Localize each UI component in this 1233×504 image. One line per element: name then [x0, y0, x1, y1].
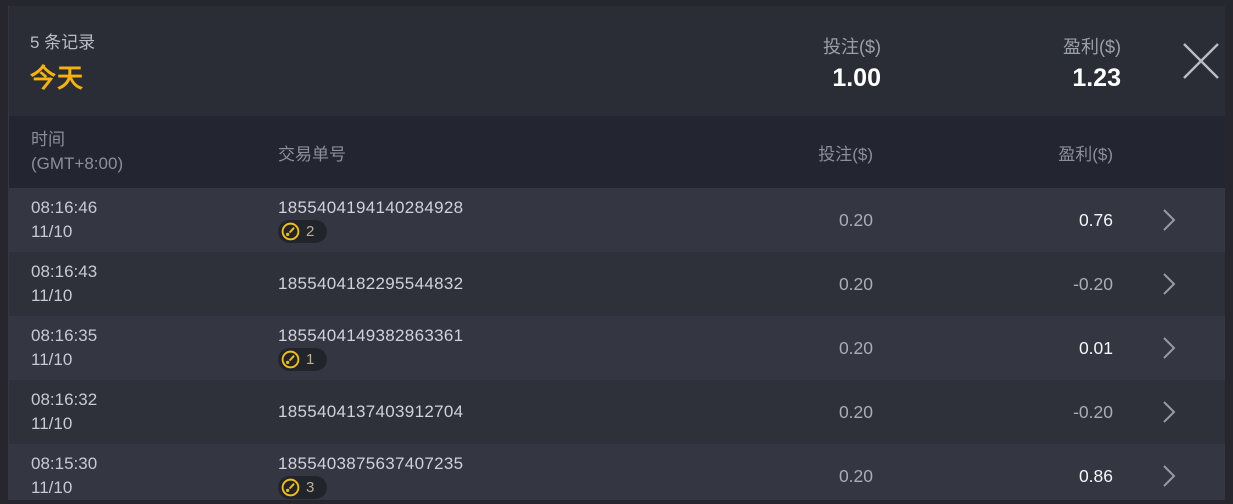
table-row[interactable]: 08:16:35 11/10 1855404149382863361 1 0.20 0.0…	[9, 316, 1225, 380]
order-id: 1855404194140284928	[278, 197, 464, 217]
order-cell: 1855404182295544832	[278, 274, 603, 294]
date-value: 11/10	[31, 414, 73, 433]
coin-icon	[281, 478, 300, 496]
time-cell: 08:15:30 11/10	[31, 452, 278, 500]
col-header-order: 交易单号	[278, 144, 346, 164]
order-cell: 1855404137403912704	[278, 402, 603, 422]
bet-total-label: 投注($)	[823, 37, 881, 57]
records-panel: 5 条记录 今天 投注($) 1.00 盈利($) 1.23 时间 (GMT+8…	[8, 6, 1225, 500]
time-cell: 08:16:35 11/10	[31, 324, 278, 372]
summary-left: 5 条记录 今天	[30, 28, 95, 95]
profit-amount: 0.76	[1078, 209, 1113, 230]
period-title: 今天	[30, 63, 85, 93]
bet-total-value: 1.00	[832, 64, 881, 92]
col-header-timezone: (GMT+8:00)	[31, 154, 124, 173]
profit-amount: 0.01	[1078, 337, 1113, 358]
date-value: 11/10	[31, 478, 73, 497]
summary-bet: 投注($) 1.00	[823, 33, 881, 93]
time-value: 08:16:43	[31, 262, 98, 281]
bet-amount: 0.20	[838, 401, 873, 422]
time-value: 08:15:30	[31, 454, 98, 473]
close-icon	[1183, 43, 1219, 79]
profit-amount: 0.86	[1078, 465, 1113, 486]
row-detail-button[interactable]	[1113, 270, 1225, 298]
col-header-bet: 投注($)	[818, 144, 873, 164]
table-body: 08:16:46 11/10 1855404194140284928 2 0.20 0.7…	[9, 188, 1225, 500]
order-cell: 1855404149382863361 1	[278, 326, 603, 371]
summary-profit: 盈利($) 1.23	[1063, 33, 1121, 93]
summary-header: 5 条记录 今天 投注($) 1.00 盈利($) 1.23	[9, 6, 1225, 116]
order-id: 1855404137403912704	[278, 402, 464, 421]
chevron-right-icon	[1163, 337, 1176, 359]
time-value: 08:16:32	[31, 390, 98, 409]
row-detail-button[interactable]	[1113, 398, 1225, 426]
profit-amount: -0.20	[1073, 273, 1113, 294]
round-count: 3	[306, 478, 315, 496]
col-header-time-label: 时间	[31, 130, 65, 149]
round-badge: 3	[278, 475, 328, 499]
profit-total-value: 1.23	[1072, 64, 1121, 92]
table-header: 时间 (GMT+8:00) 交易单号 投注($) 盈利($)	[9, 116, 1225, 188]
chevron-right-icon	[1163, 401, 1176, 423]
time-cell: 08:16:43 11/10	[31, 260, 278, 308]
order-cell: 1855403875637407235 3	[278, 454, 603, 499]
coin-icon	[281, 222, 300, 240]
bet-amount: 0.20	[838, 465, 873, 486]
round-badge: 2	[278, 219, 328, 243]
order-id: 1855404182295544832	[278, 274, 464, 293]
col-header-time: 时间 (GMT+8:00)	[31, 128, 278, 176]
col-header-profit: 盈利($)	[1058, 144, 1113, 164]
round-count: 1	[306, 350, 315, 368]
order-cell: 1855404194140284928 2	[278, 198, 603, 243]
table-row[interactable]: 08:16:43 11/10 1855404182295544832 0.20 -0.2…	[9, 252, 1225, 316]
order-id: 1855403875637407235	[278, 453, 464, 473]
row-detail-button[interactable]	[1113, 462, 1225, 490]
time-value: 08:16:35	[31, 326, 98, 345]
close-button[interactable]	[1177, 37, 1225, 85]
bet-amount: 0.20	[838, 209, 873, 230]
round-badge: 1	[278, 347, 328, 371]
row-detail-button[interactable]	[1113, 206, 1225, 234]
bet-amount: 0.20	[838, 273, 873, 294]
chevron-right-icon	[1163, 209, 1176, 231]
date-value: 11/10	[31, 350, 73, 369]
time-cell: 08:16:46 11/10	[31, 196, 278, 244]
bet-amount: 0.20	[838, 337, 873, 358]
order-id: 1855404149382863361	[278, 325, 464, 345]
chevron-right-icon	[1163, 273, 1176, 295]
chevron-right-icon	[1163, 465, 1176, 487]
date-value: 11/10	[31, 222, 73, 241]
table-row[interactable]: 08:15:30 11/10 1855403875637407235 3 0.20 0.8…	[9, 444, 1225, 500]
time-cell: 08:16:32 11/10	[31, 388, 278, 436]
table-row[interactable]: 08:16:32 11/10 1855404137403912704 0.20 -0.2…	[9, 380, 1225, 444]
records-count: 5 条记录	[30, 33, 96, 52]
profit-total-label: 盈利($)	[1063, 37, 1121, 57]
coin-icon	[281, 350, 300, 368]
date-value: 11/10	[31, 286, 73, 305]
round-count: 2	[306, 222, 315, 240]
table-row[interactable]: 08:16:46 11/10 1855404194140284928 2 0.20 0.7…	[9, 188, 1225, 252]
time-value: 08:16:46	[31, 198, 98, 217]
profit-amount: -0.20	[1073, 401, 1113, 422]
row-detail-button[interactable]	[1113, 334, 1225, 362]
